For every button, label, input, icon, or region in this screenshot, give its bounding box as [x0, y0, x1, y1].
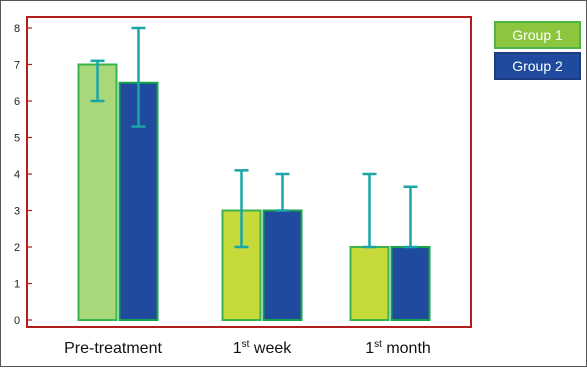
- y-tick-label-6: 6: [14, 96, 20, 108]
- y-tick-label-0: 0: [14, 315, 20, 327]
- y-tick-label-7: 7: [14, 60, 20, 72]
- legend-label-group-2: Group 2: [512, 58, 563, 74]
- y-tick-label-5: 5: [14, 133, 20, 145]
- y-tick-label-8: 8: [14, 23, 20, 35]
- y-tick-label-1: 1: [14, 279, 20, 291]
- bar-1-3: [349, 246, 390, 321]
- x-label-3: 1st month: [365, 339, 431, 357]
- x-label-1: Pre-treatment: [64, 340, 162, 357]
- legend-item-group-1: Group 1: [494, 21, 581, 49]
- legend-label-group-1: Group 1: [512, 27, 563, 43]
- legend-item-group-2: Group 2: [494, 52, 581, 80]
- y-tick-label-4: 4: [14, 169, 20, 181]
- bar-2-2: [262, 209, 303, 321]
- bar-1-1: [77, 63, 118, 321]
- bar-2-3: [390, 246, 431, 321]
- y-tick-label-2: 2: [14, 242, 20, 254]
- x-label-2: 1st week: [233, 339, 292, 357]
- y-tick-label-3: 3: [14, 206, 20, 218]
